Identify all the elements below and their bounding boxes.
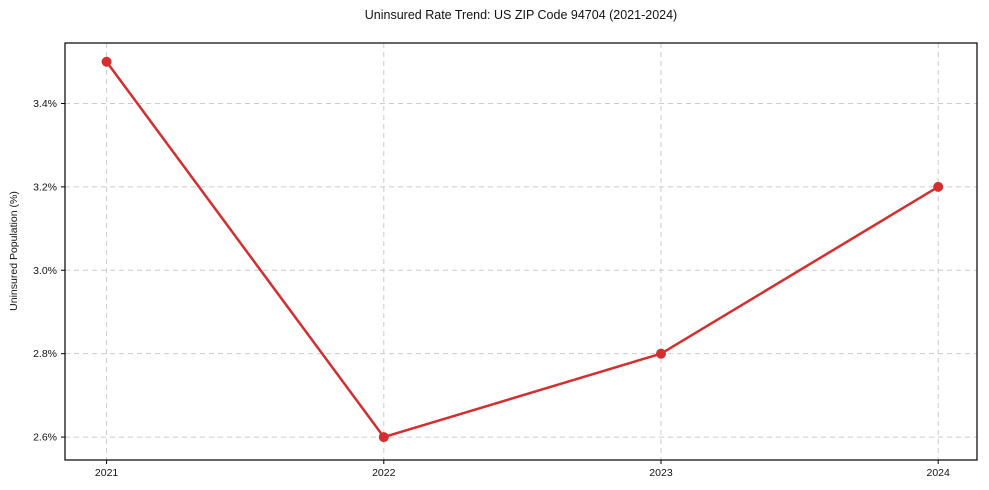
- data-point-2021: [101, 56, 112, 67]
- y-tick-label: 2.6%: [33, 432, 57, 444]
- x-tick-label: 2023: [649, 467, 673, 479]
- chart-title: Uninsured Rate Trend: US ZIP Code 94704 …: [364, 8, 678, 22]
- y-tick-label: 3.2%: [33, 181, 57, 193]
- x-tick-label: 2022: [372, 467, 396, 479]
- y-tick-label: 3.4%: [33, 98, 57, 110]
- x-tick-label: 2024: [927, 467, 951, 479]
- y-tick-label: 2.8%: [33, 348, 57, 360]
- trend-line: [105, 60, 940, 439]
- data-point-2022: [378, 432, 389, 443]
- data-point-2024: [933, 181, 944, 192]
- y-tick-label: 3.0%: [33, 265, 57, 277]
- plot-border: [64, 42, 978, 461]
- data-point-2023: [655, 348, 666, 359]
- x-tick-label: 2021: [95, 467, 119, 479]
